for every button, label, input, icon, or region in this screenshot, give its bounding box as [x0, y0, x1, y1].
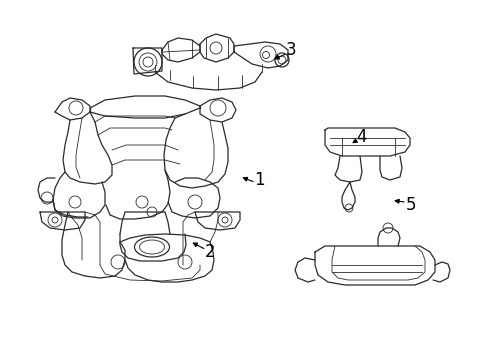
- Text: 3: 3: [285, 41, 296, 59]
- Text: 1: 1: [253, 171, 264, 189]
- Text: 2: 2: [204, 243, 215, 261]
- Text: 4: 4: [356, 128, 366, 146]
- Text: 5: 5: [405, 196, 415, 214]
